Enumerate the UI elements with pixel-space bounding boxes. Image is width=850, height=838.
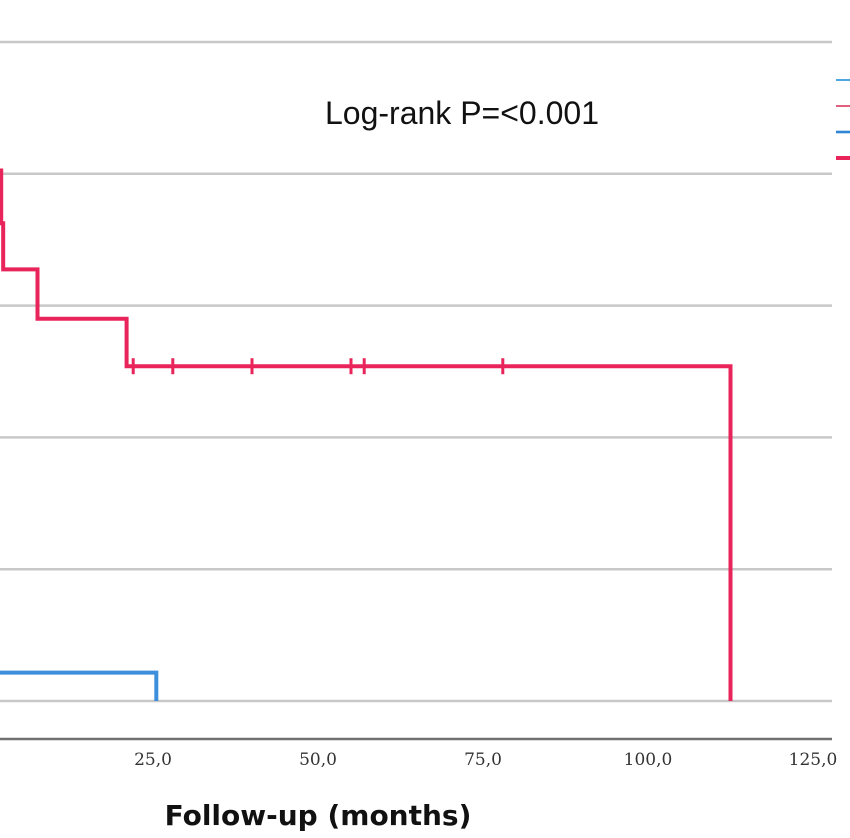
x-tick-label: 50,0 [299, 750, 337, 770]
x-axis-title: Follow-up (months) [165, 799, 472, 832]
x-tick-label: 100,0 [624, 750, 673, 770]
series-layer [0, 168, 733, 701]
x-tick-label: 125,0 [789, 750, 838, 770]
x-tick-label: 75,0 [464, 750, 502, 770]
x-tick-label: 25,0 [134, 750, 172, 770]
legend [836, 79, 850, 160]
x-tick-labels: 25,0 50,0 75,0 100,0 125,0 [134, 750, 837, 770]
gridlines [0, 40, 832, 703]
survival-curve-1 [0, 168, 733, 701]
log-rank-annotation: Log-rank P=<0.001 [325, 95, 599, 131]
survival-curve-2 [0, 670, 159, 701]
